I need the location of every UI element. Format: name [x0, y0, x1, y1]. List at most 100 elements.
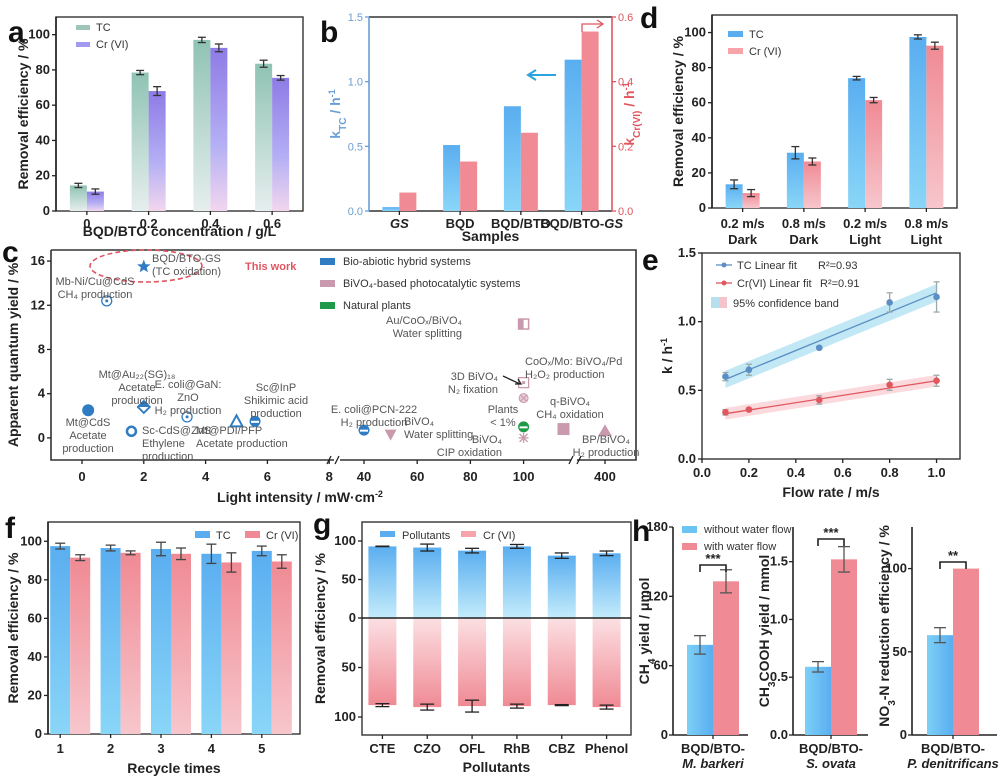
- error-bar: [913, 34, 922, 40]
- error-bar: [74, 182, 83, 189]
- y-tick-label: 100: [684, 25, 706, 40]
- x-tick-label: 1: [57, 741, 64, 756]
- x-tick-label: RhB: [504, 741, 531, 756]
- bar-k-cr: [581, 31, 599, 211]
- error-bar: [256, 545, 267, 557]
- significance-label: ***: [823, 525, 839, 540]
- bar-cr: [865, 100, 883, 208]
- legend-swatch-with-flow: [682, 543, 697, 550]
- legend-swatch-cr: [728, 48, 743, 54]
- point-label: H₂ production: [573, 447, 640, 459]
- legend-label: BiVO₄-based photocatalytic systems: [343, 278, 521, 290]
- bar-with-flow: [831, 559, 857, 735]
- series-cr: Cr(VI) Linear fit R²=0.91: [716, 278, 940, 420]
- data-point: [722, 373, 729, 380]
- legend-swatch-tc: [76, 25, 90, 30]
- bar-tc: [786, 152, 804, 208]
- bar-k-cr: [460, 161, 478, 211]
- error-bar: [375, 702, 390, 708]
- bar-tc: [50, 546, 71, 734]
- point-label: Mt@Au₂₂(SG)₁₈: [99, 369, 176, 381]
- point-label: CH₄ oxidation: [536, 409, 603, 421]
- x-tick-label: 40: [357, 469, 371, 484]
- bar-cr: [742, 193, 760, 208]
- axis-label-part: -1: [621, 82, 631, 90]
- bar-cr: [368, 618, 397, 706]
- y-tick-label: 0.6: [618, 12, 633, 24]
- x-tick-label: BQD/BTO-GS: [540, 216, 623, 231]
- y-axis-label: Apparent quantum yield / %: [5, 262, 21, 447]
- bar-without-flow: [927, 635, 953, 735]
- panel-label-a: a: [8, 16, 25, 49]
- x-tick-label: 0.0: [693, 465, 711, 480]
- bar-cr: [502, 618, 531, 707]
- error-bar: [730, 179, 739, 190]
- point-label: CH₄ production: [58, 289, 133, 301]
- x-tick-label: 0: [83, 216, 90, 231]
- plot-frame: [50, 249, 637, 461]
- error-bar: [934, 627, 946, 644]
- x-tick-label: Light: [849, 232, 881, 247]
- y-tick-label: 1.0: [348, 77, 363, 89]
- square-marker: [557, 423, 570, 436]
- y-tick-label: 0: [349, 610, 356, 625]
- error-bar: [259, 59, 268, 68]
- y-tick-label: 0.2: [618, 141, 633, 153]
- panel-g: g 0 50 100 50 100 CTE CZO OFL RhB CBZ Phenol Polluta…: [312, 508, 632, 775]
- error-bar: [91, 188, 100, 195]
- subpanel-h1: 0 60 120 180 *** BQD/BTO-M. barkeri CH4 yield …: [636, 519, 748, 771]
- data-point: [722, 409, 729, 416]
- bar-cr: [221, 562, 242, 734]
- y-tick-label: 60: [36, 97, 50, 112]
- panel-label-g: g: [313, 508, 331, 541]
- panel-b: b 0.0 0.5 1.0 1.5 0.0 0.2 0.4 0.6 GS BQD BQD/BTOBQD…: [320, 12, 643, 244]
- y-tick-label: 0: [900, 727, 907, 742]
- axis-label-part: CH: [756, 687, 772, 707]
- x-axis-label: Pollutants: [463, 759, 531, 775]
- legend: TC Cr (VI): [76, 22, 128, 51]
- y-tick-label: 100: [334, 533, 356, 548]
- circle-half-band: [360, 429, 368, 432]
- bar-without-flow: [687, 644, 713, 735]
- bar-tc: [909, 36, 927, 208]
- y-tick-label: 0.0: [770, 727, 788, 742]
- x-tick-label: 100: [513, 469, 535, 484]
- error-bar: [869, 96, 878, 104]
- axis-label-part: / h: [621, 90, 637, 110]
- y-axis-label: Removal efficiency / %: [312, 552, 328, 704]
- bar-pollutant: [592, 553, 621, 618]
- error-bar: [214, 43, 223, 53]
- y-tick-label: 100: [20, 533, 42, 548]
- error-bar: [197, 36, 206, 44]
- axis-label-part: Removal efficiency / %: [670, 35, 686, 187]
- x-tick-label: Phenol: [585, 741, 628, 756]
- y-tick-label: 1.5: [770, 554, 788, 569]
- legend-band-swatch-blue: [711, 297, 719, 308]
- y-tick-label: 80: [28, 572, 42, 587]
- triangle-marker: [228, 413, 245, 428]
- point-label: H₂ production: [341, 417, 408, 429]
- x-tick-label: 0.6: [263, 216, 281, 231]
- y-tick-label: 60: [692, 95, 706, 110]
- panel-label-c: c: [2, 236, 19, 269]
- point-label: Acetate: [118, 382, 155, 394]
- y-tick-label: 0.0: [618, 206, 633, 218]
- bar-cr: [547, 618, 576, 706]
- axis-label-part: -1: [659, 338, 669, 346]
- bar-cr: [413, 618, 442, 708]
- x-tick-label: 0.2: [740, 465, 758, 480]
- legend-label: with water flow: [703, 541, 776, 553]
- panel-label-d: d: [640, 2, 658, 35]
- y-tick-label: 60: [654, 658, 668, 673]
- bar-k-cr: [520, 132, 538, 211]
- axis-label-part: 4: [647, 658, 658, 664]
- x-tick-label: CZO: [414, 741, 441, 756]
- fit-line: [725, 380, 937, 415]
- point-label: Water splitting: [393, 328, 462, 340]
- asterisk-marker: [518, 432, 529, 443]
- error-bar: [554, 703, 569, 707]
- y-tick-label: 0: [35, 726, 42, 741]
- point-label: Plants: [488, 404, 519, 416]
